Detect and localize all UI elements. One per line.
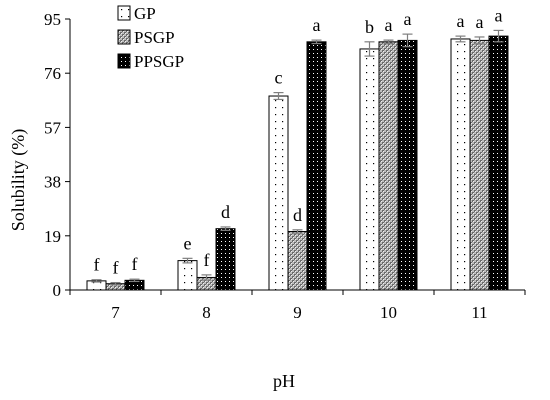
y-tick-label: 38 — [44, 173, 61, 192]
y-tick-label: 57 — [44, 118, 62, 137]
x-tick-label: 8 — [202, 303, 211, 322]
bar-gp-ph8 — [177, 260, 198, 291]
significance-letter: f — [94, 255, 100, 275]
legend-label-psgp: PSGP — [134, 28, 175, 47]
x-axis-title: pH — [273, 371, 295, 391]
bar-gp-ph10 — [359, 48, 380, 291]
error-bars-group — [91, 29, 504, 286]
significance-letter: f — [204, 250, 210, 270]
bar-ppsgp-ph8 — [215, 228, 236, 291]
bar-ppsgp-ph10 — [397, 39, 418, 291]
significance-letter: b — [365, 17, 374, 37]
legend-swatch-ppsgp — [117, 53, 131, 69]
x-tick-label: 9 — [293, 303, 302, 322]
y-tick-label: 76 — [44, 64, 61, 83]
bar-psgp-ph9 — [287, 231, 308, 291]
significance-letter: c — [275, 68, 283, 88]
y-tick-label: 19 — [44, 227, 61, 246]
bar-gp-ph11 — [450, 38, 471, 291]
bars-group — [86, 35, 509, 291]
bar-ppsgp-ph9 — [306, 41, 327, 291]
significance-letter: a — [385, 15, 393, 35]
bar-psgp-ph11 — [469, 39, 490, 291]
significance-letter: a — [495, 5, 503, 25]
legend-swatch-gp — [117, 5, 131, 21]
y-axis-title: Solubility (%) — [8, 129, 29, 232]
significance-letter: e — [184, 233, 192, 253]
significance-letter: f — [132, 254, 138, 274]
y-tick-label: 95 — [44, 10, 61, 29]
significance-letter: d — [221, 202, 230, 222]
x-tick-label: 11 — [471, 303, 487, 322]
significance-letter: a — [476, 12, 484, 32]
significance-letter: a — [313, 15, 321, 35]
legend-label-gp: GP — [134, 4, 156, 23]
significance-letter: f — [113, 258, 119, 278]
x-tick-label: 10 — [380, 303, 397, 322]
y-tick-label: 0 — [53, 281, 62, 300]
legend: GP PSGP PPSGP — [117, 4, 184, 71]
axes: 0 19 38 57 76 95 7 8 9 10 11 — [44, 10, 526, 322]
significance-letter: a — [457, 11, 465, 31]
significance-letter: a — [404, 9, 412, 29]
legend-swatch-psgp — [117, 29, 131, 45]
bar-psgp-ph10 — [378, 41, 399, 291]
x-tick-label: 7 — [111, 303, 120, 322]
significance-letter: d — [293, 205, 302, 225]
bar-ppsgp-ph11 — [488, 35, 509, 291]
bar-gp-ph9 — [268, 95, 289, 291]
legend-label-ppsgp: PPSGP — [134, 52, 184, 71]
